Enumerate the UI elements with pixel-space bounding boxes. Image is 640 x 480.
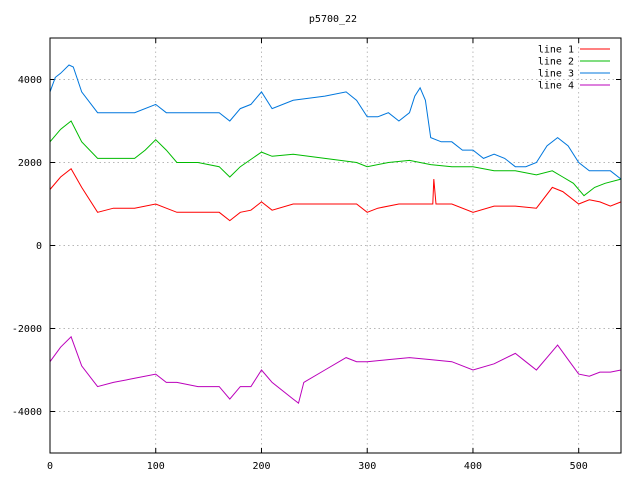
legend-label: line 2 bbox=[538, 57, 574, 68]
grid-layer bbox=[50, 38, 621, 453]
series-layer bbox=[49, 64, 622, 405]
x-tick-label: 100 bbox=[147, 461, 165, 472]
y-tick-label: 0 bbox=[36, 241, 42, 252]
y-tick-label: -2000 bbox=[12, 324, 42, 335]
x-tick-label: 400 bbox=[464, 461, 482, 472]
x-tick-label: 0 bbox=[47, 461, 53, 472]
legend-label: line 3 bbox=[538, 69, 574, 80]
series-line-1-line bbox=[49, 167, 622, 222]
chart-title: p5700_22 bbox=[309, 14, 357, 25]
legend-label: line 4 bbox=[538, 81, 574, 92]
y-tick-label: -4000 bbox=[12, 407, 42, 418]
series-line-2-line bbox=[49, 120, 622, 197]
series-line-3-line bbox=[49, 64, 622, 180]
legend-label: line 1 bbox=[538, 45, 574, 56]
x-tick-label: 500 bbox=[570, 461, 588, 472]
y-tick-label: 2000 bbox=[18, 158, 42, 169]
y-tick-label: 4000 bbox=[18, 75, 42, 86]
x-tick-label: 300 bbox=[358, 461, 376, 472]
tick-layer: 0 100 200 300 400 500 -4000 -2000 0 2000 4000 bbox=[12, 38, 621, 472]
x-tick-label: 200 bbox=[252, 461, 270, 472]
series-line-4-line bbox=[49, 335, 622, 405]
plot-frame bbox=[49, 37, 622, 454]
